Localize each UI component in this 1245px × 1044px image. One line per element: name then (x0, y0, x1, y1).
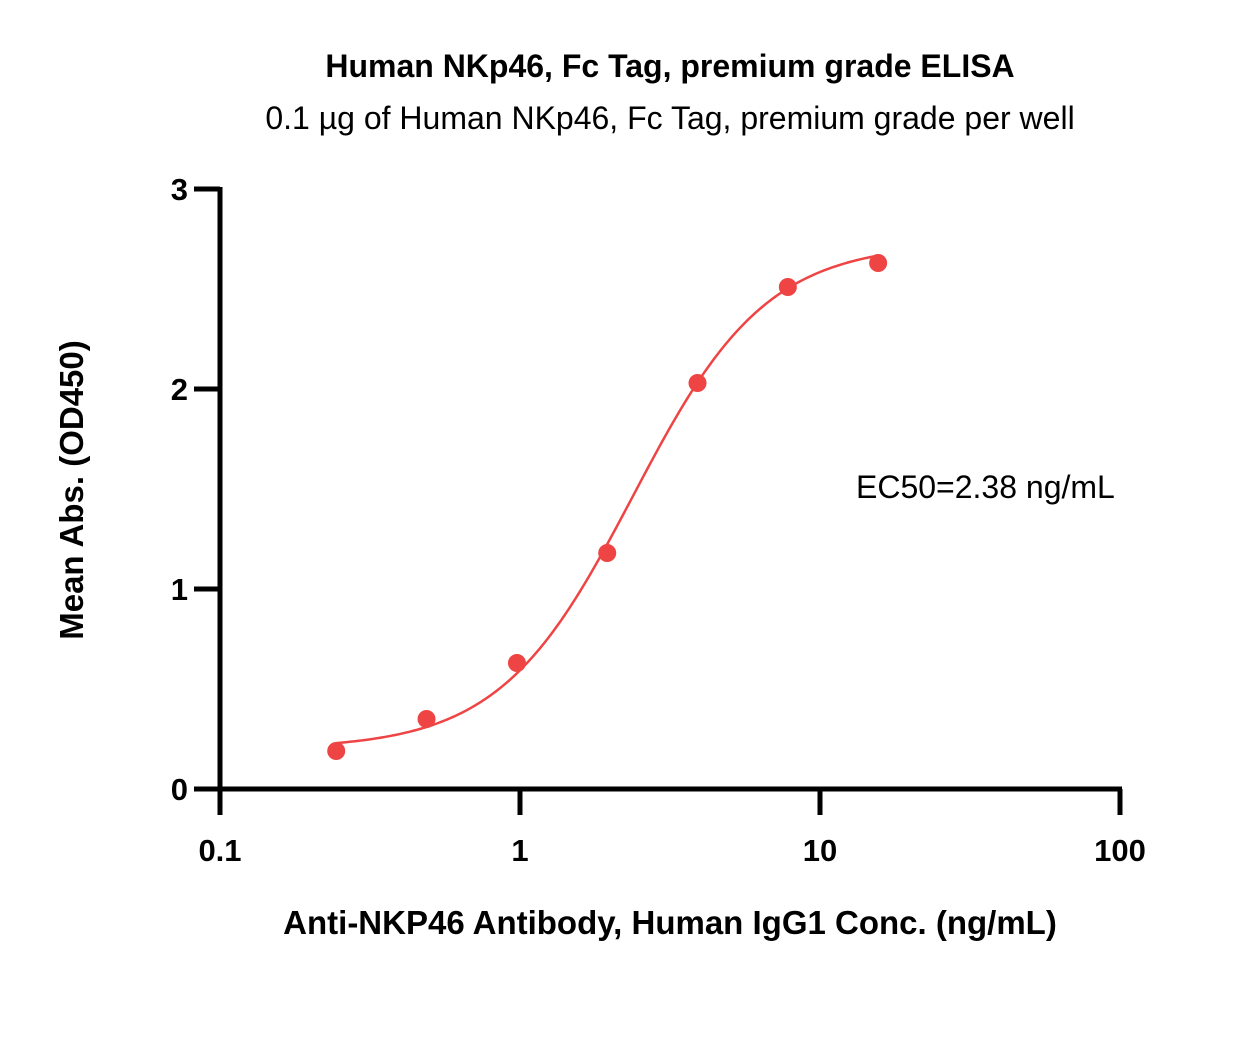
data-point (778, 278, 797, 296)
x-axis-label: Anti-NKP46 Antibody, Human IgG1 Conc. (n… (283, 904, 1057, 941)
data-point (869, 254, 888, 272)
x-tick-label: 100 (1094, 833, 1146, 868)
data-point (598, 544, 617, 562)
ec50-annotation: EC50=2.38 ng/mL (856, 469, 1115, 505)
chart-subtitle: 0.1 µg of Human NKp46, Fc Tag, premium g… (265, 100, 1075, 136)
fit-curve (336, 254, 879, 745)
data-point (688, 374, 707, 392)
y-tick-label: 1 (171, 572, 188, 607)
y-tick-label: 2 (171, 372, 188, 407)
x-tick-label: 1 (511, 833, 528, 868)
y-tick-label: 0 (171, 772, 188, 807)
data-point (417, 710, 436, 728)
x-tick-label: 0.1 (198, 833, 241, 868)
y-tick-label: 3 (171, 172, 188, 207)
data-point (507, 654, 526, 672)
chart-title: Human NKp46, Fc Tag, premium grade ELISA (325, 48, 1015, 84)
data-point (327, 742, 346, 760)
x-tick-label: 10 (803, 833, 837, 868)
